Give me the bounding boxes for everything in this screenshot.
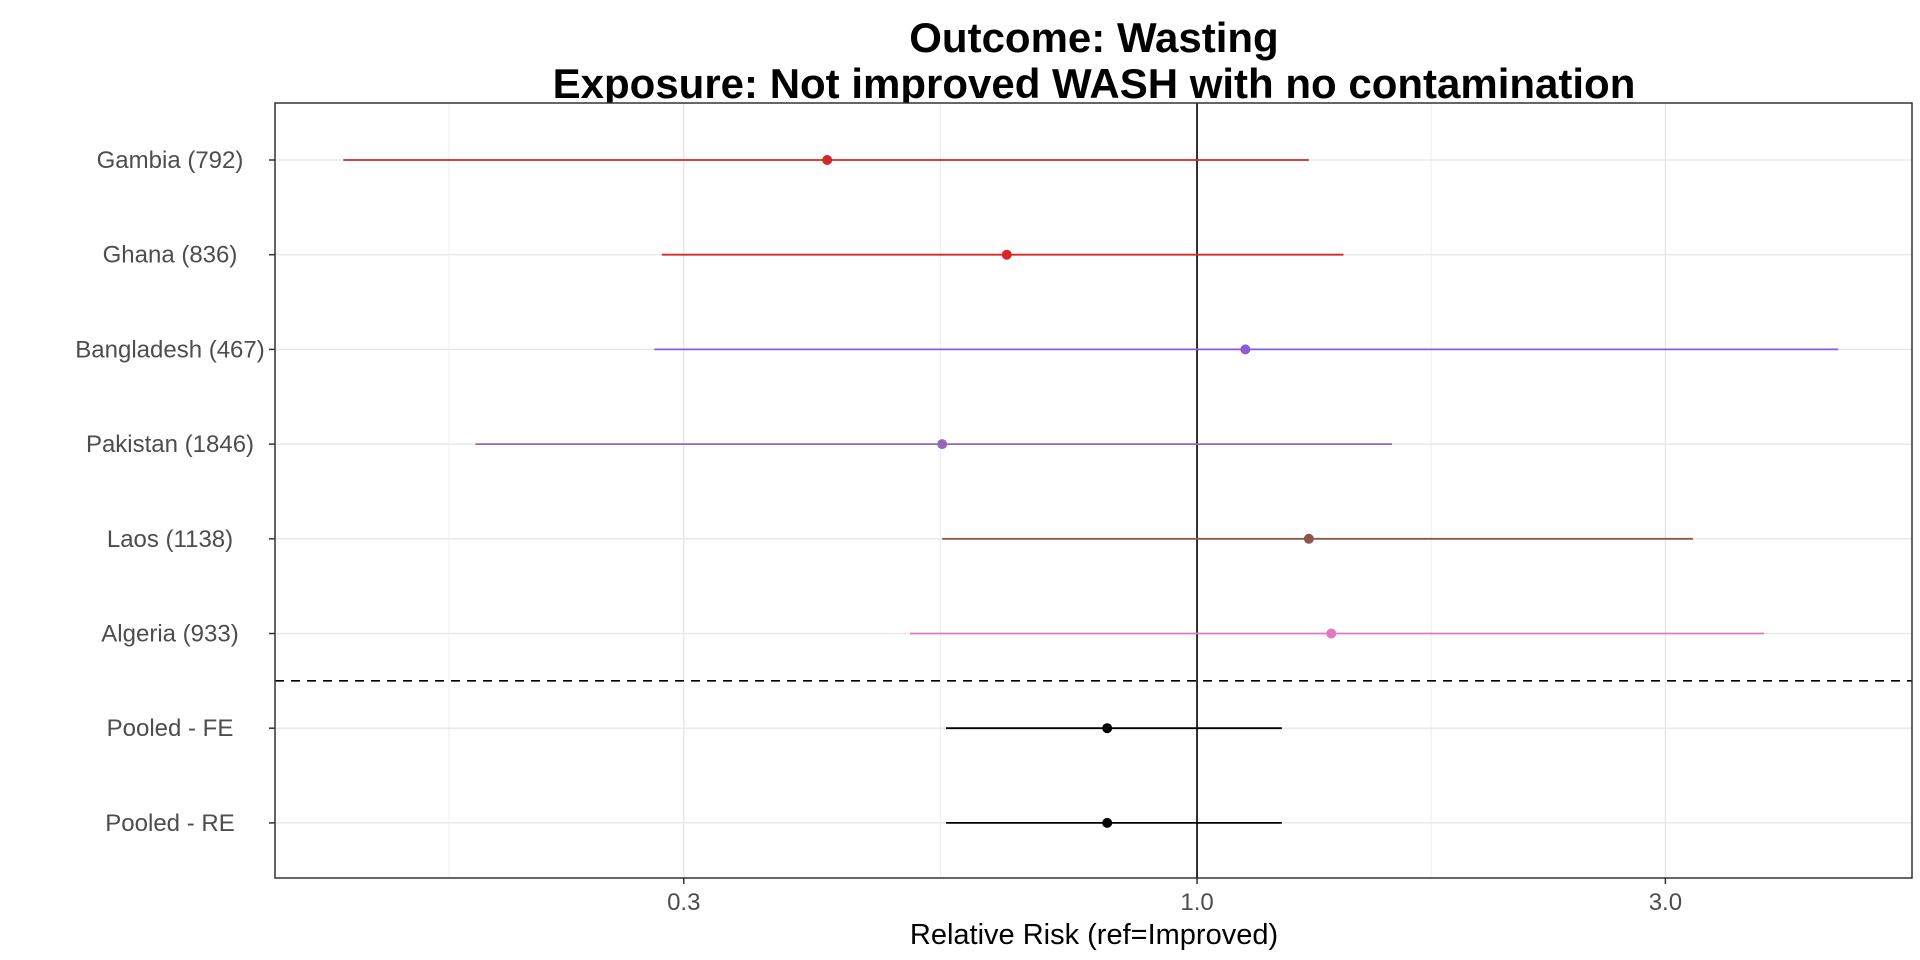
chart-title-line2: Exposure: Not improved WASH with no cont… — [553, 60, 1636, 107]
plot-panel-background — [275, 103, 1912, 878]
x-tick-label-1: 1.0 — [1180, 889, 1213, 916]
data-marks — [343, 155, 1839, 828]
reference-line-group — [275, 103, 1912, 878]
point-estimate-3 — [937, 439, 948, 450]
x-tick-label-2: 3.0 — [1649, 889, 1682, 916]
chart-title-line1: Outcome: Wasting — [909, 14, 1278, 61]
point-estimate-7 — [1102, 817, 1113, 828]
point-estimate-1 — [1001, 249, 1012, 260]
point-estimate-6 — [1102, 723, 1113, 734]
y-tick-label-1: Ghana (836) — [103, 242, 238, 269]
point-estimate-5 — [1326, 628, 1337, 639]
y-tick-label-3: Pakistan (1846) — [86, 431, 254, 458]
point-estimate-0 — [822, 155, 833, 165]
y-tick-label-4: Laos (1138) — [107, 526, 233, 553]
x-tick-label-0: 0.3 — [667, 889, 700, 916]
point-estimate-2 — [1240, 344, 1251, 355]
y-tick-label-6: Pooled - FE — [107, 715, 234, 742]
y-tick-label-0: Gambia (792) — [97, 147, 244, 174]
point-estimate-4 — [1303, 533, 1314, 544]
y-tick-label-2: Bangladesh (467) — [75, 336, 264, 363]
axes: Gambia (792) Ghana (836) Bangladesh (467) P… — [75, 147, 1682, 916]
y-tick-label-5: Algeria (933) — [101, 621, 238, 648]
plot-panel-border — [274, 102, 1913, 879]
x-axis-title: Relative Risk (ref=Improved) — [910, 919, 1278, 951]
y-tick-label-7: Pooled - RE — [105, 810, 234, 837]
